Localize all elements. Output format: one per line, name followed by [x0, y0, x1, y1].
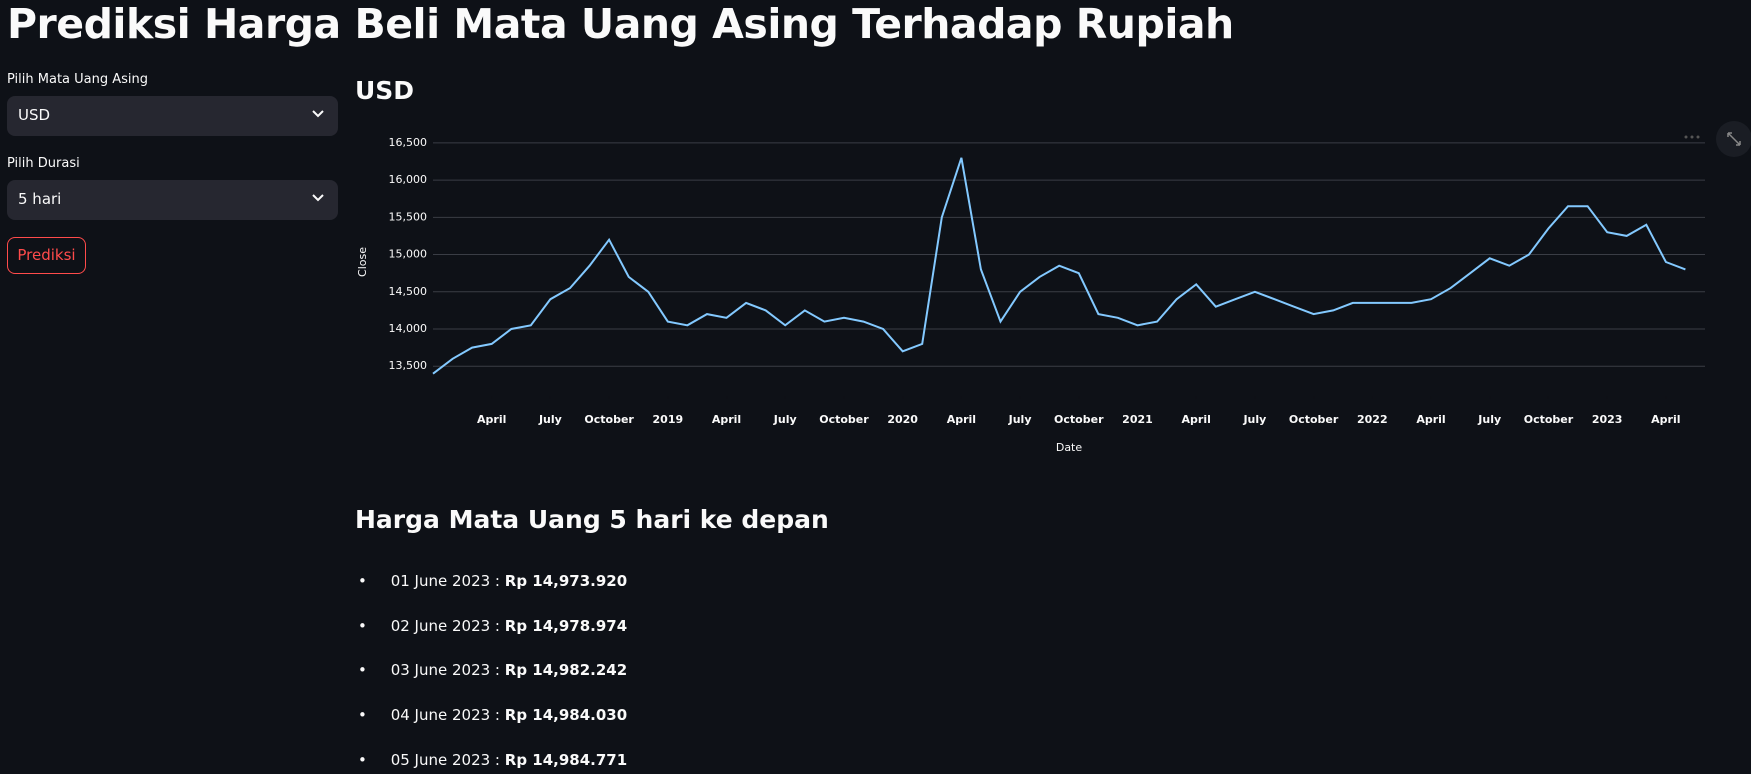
y-tick-label: 16,500	[389, 136, 428, 149]
forecast-date: 03 June 2023 :	[390, 661, 500, 680]
x-tick-label: April	[1182, 413, 1211, 426]
currency-value: USD	[18, 106, 51, 124]
forecast-price: Rp 14,973.920	[504, 572, 628, 590]
chart: 13,500 14,000 14,500 15,000 15,500 16,000 16,5…	[356, 121, 1751, 454]
bullet: •	[358, 661, 391, 680]
x-tick-label: 2022	[1357, 413, 1388, 426]
forecast-item: • 01 June 2023 : Rp 14,973.920	[358, 572, 627, 590]
x-tick-label: April	[712, 413, 741, 426]
x-axis-title: Date	[1056, 441, 1083, 454]
price-line	[432, 157, 1686, 375]
forecast-date: 02 June 2023 :	[390, 616, 500, 635]
forecast-item: • 05 June 2023 : Rp 14,984.771	[358, 751, 627, 769]
x-tick-label: 2020	[887, 413, 918, 426]
forecast-item: • 04 June 2023 : Rp 14,984.030	[358, 706, 627, 724]
x-tick-label: July	[773, 413, 797, 426]
forecast-item: • 02 June 2023 : Rp 14,978.974	[358, 617, 627, 635]
forecast-item: • 03 June 2023 : Rp 14,982.242	[358, 661, 627, 679]
x-tick-label: 2023	[1592, 413, 1623, 426]
x-tick-label: October	[1289, 413, 1339, 426]
x-tick-label: October	[1054, 413, 1104, 426]
forecast-date: 04 June 2023 :	[390, 706, 500, 725]
chevron	[312, 194, 324, 202]
y-tick-label: 15,500	[389, 210, 428, 223]
forecast-price: Rp 14,978.974	[504, 616, 628, 635]
bullet: •	[358, 750, 391, 769]
forecast-title: Harga Mata Uang 5 hari ke depan	[355, 505, 829, 534]
toolbar	[1684, 121, 1751, 157]
y-tick-label: 16,000	[389, 173, 428, 186]
x-tick-label: April	[477, 413, 506, 426]
y-tick-label: 15,000	[389, 248, 428, 261]
chart-title: USD	[355, 76, 415, 105]
chevron	[312, 110, 324, 118]
duration-select[interactable]: 5 hari	[7, 180, 338, 220]
currency-label: Pilih Mata Uang Asing	[7, 72, 149, 87]
forecast-date: 01 June 2023 :	[390, 572, 500, 590]
duration-label: Pilih Durasi	[7, 156, 80, 171]
x-tick-label: April	[1651, 413, 1680, 426]
bullet: •	[358, 572, 391, 590]
y-tick-label: 13,500	[389, 359, 428, 372]
bullet: •	[358, 616, 391, 635]
y-tick-label: 14,500	[389, 285, 428, 298]
y-axis-title: Close	[356, 247, 369, 277]
y-tick-label: 14,000	[389, 322, 428, 335]
x-tick-label: October	[1524, 413, 1574, 426]
bullet: •	[358, 706, 391, 725]
x-tick-label: October	[584, 413, 634, 426]
forecast-price: Rp 14,982.242	[504, 661, 628, 680]
predict-button[interactable]: Prediksi	[7, 237, 86, 274]
forecast-price: Rp 14,984.030	[504, 706, 628, 725]
x-tick-label: April	[947, 413, 976, 426]
forecast-price: Rp 14,984.771	[504, 750, 628, 769]
page-title: Prediksi Harga Beli Mata Uang Asing Terh…	[7, 0, 1234, 48]
x-tick-label: October	[819, 413, 869, 426]
x-tick-label: 2021	[1122, 413, 1153, 426]
x-tick-label: July	[1477, 413, 1501, 426]
x-tick-label: July	[1008, 413, 1032, 426]
x-tick-label: April	[1416, 413, 1445, 426]
x-tick-label: 2019	[653, 413, 684, 426]
duration-value: 5 hari	[18, 190, 62, 208]
x-tick-label: July	[538, 413, 562, 426]
x-tick-label: July	[1242, 413, 1266, 426]
forecast-date: 05 June 2023 :	[390, 750, 500, 769]
currency-select[interactable]: USD	[7, 96, 338, 136]
